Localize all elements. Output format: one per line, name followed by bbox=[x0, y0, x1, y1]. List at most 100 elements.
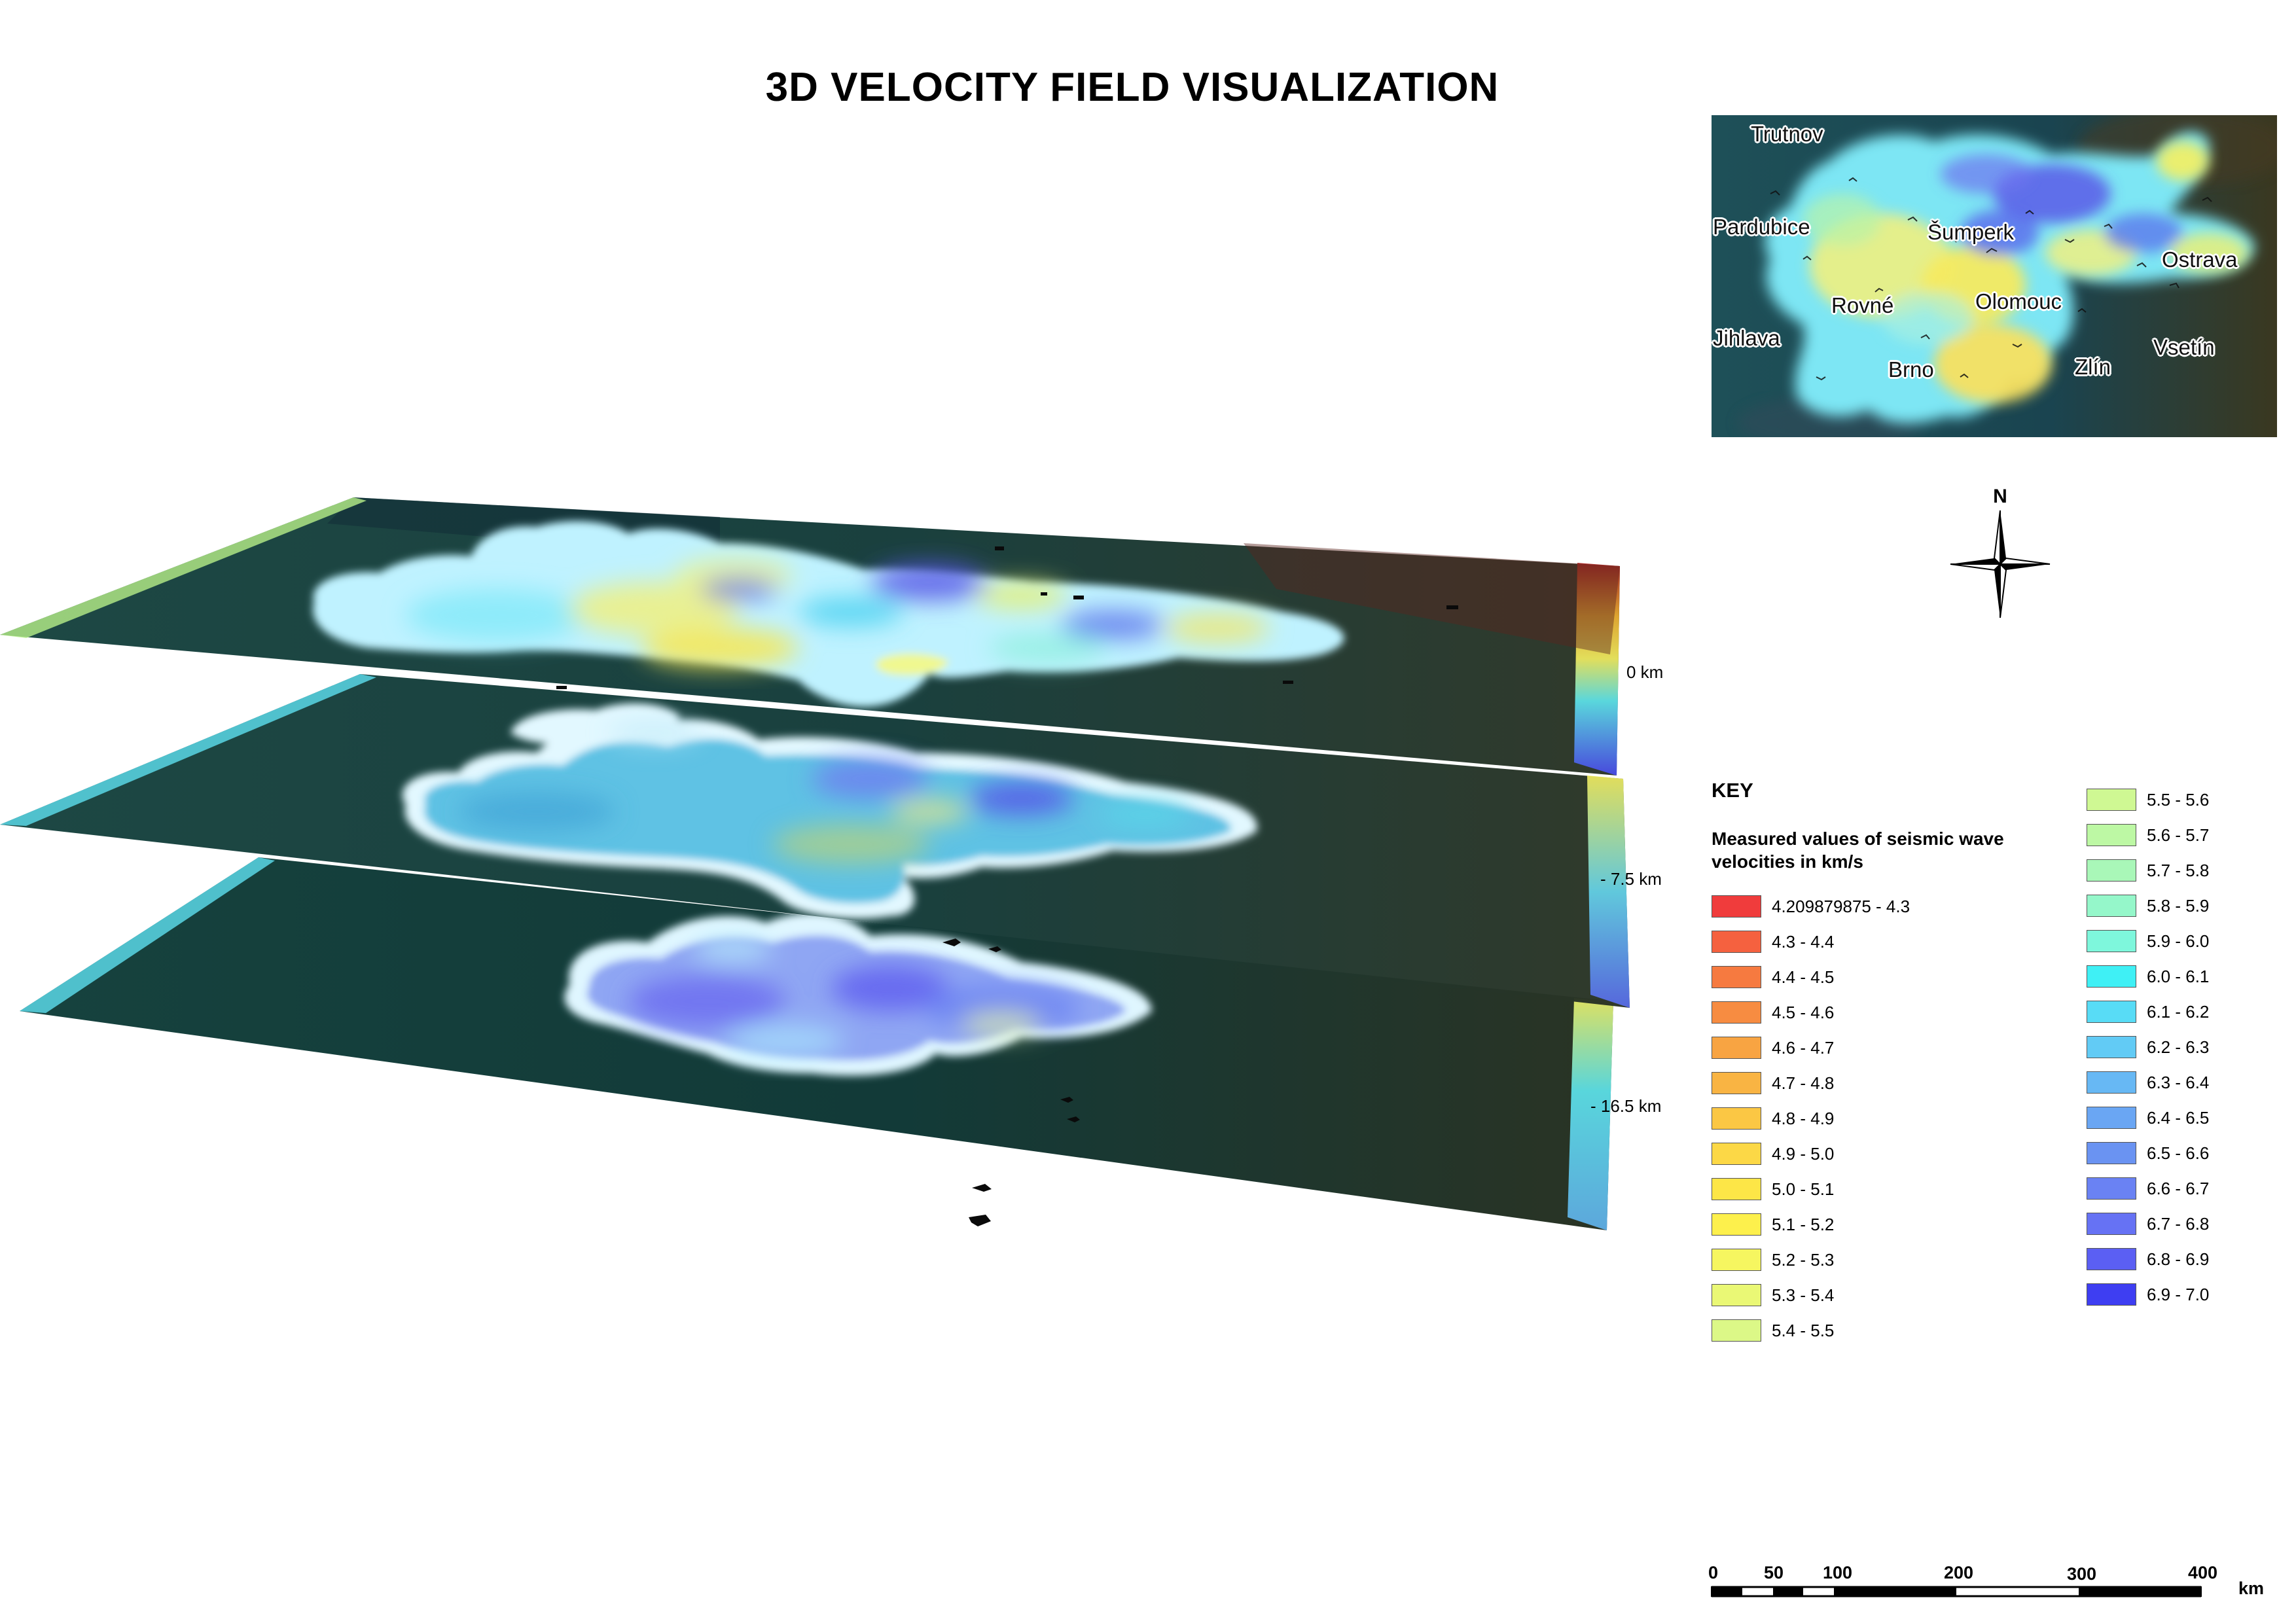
legend-item: 5.2 - 5.3 bbox=[1712, 1248, 1834, 1272]
scale-tick-300: 300 bbox=[2067, 1564, 2097, 1584]
legend-swatch bbox=[2087, 1283, 2136, 1306]
legend-label: 6.1 - 6.2 bbox=[2147, 1001, 2210, 1022]
depth-label-7-5km: - 7.5 km bbox=[1600, 869, 1662, 889]
legend-label: 6.0 - 6.1 bbox=[2147, 966, 2210, 986]
legend-label: 6.9 - 7.0 bbox=[2147, 1284, 2210, 1304]
city-label-olomouc: Olomouc bbox=[1975, 289, 2062, 313]
legend-label: 5.0 - 5.1 bbox=[1772, 1179, 1835, 1199]
legend-swatch bbox=[2087, 1001, 2136, 1023]
city-label-rovne: Rovné bbox=[1831, 293, 1894, 317]
legend-swatch bbox=[2087, 789, 2136, 811]
legend-item: 5.5 - 5.6 bbox=[2087, 788, 2209, 812]
legend-label: 5.6 - 5.7 bbox=[2147, 825, 2210, 845]
legend-label: 4.4 - 4.5 bbox=[1772, 967, 1835, 987]
legend-swatch bbox=[2087, 1142, 2136, 1164]
legend-swatch bbox=[1712, 1249, 1761, 1271]
north-label: N bbox=[1993, 486, 2007, 507]
depth-label-0km: 0 km bbox=[1626, 662, 1664, 682]
slice-7-5km bbox=[0, 674, 1630, 1008]
legend-item: 4.5 - 4.6 bbox=[1712, 1001, 1834, 1024]
legend-label: 4.7 - 4.8 bbox=[1772, 1073, 1835, 1093]
inset-velocity-map bbox=[1712, 115, 2277, 437]
legend-swatch bbox=[2087, 965, 2136, 988]
legend-item: 4.9 - 5.0 bbox=[1712, 1142, 1834, 1166]
legend-item: 5.4 - 5.5 bbox=[1712, 1319, 1834, 1342]
legend-title: KEY bbox=[1712, 779, 1753, 802]
legend-swatch bbox=[2087, 1177, 2136, 1200]
legend-swatch bbox=[2087, 930, 2136, 952]
legend-item: 5.1 - 5.2 bbox=[1712, 1213, 1834, 1236]
legend-swatch bbox=[1712, 966, 1761, 988]
legend-item: 6.3 - 6.4 bbox=[2087, 1071, 2209, 1094]
legend-label: 5.3 - 5.4 bbox=[1772, 1285, 1835, 1305]
legend-item: 5.7 - 5.8 bbox=[2087, 859, 2209, 882]
legend-item: 4.6 - 4.7 bbox=[1712, 1036, 1834, 1060]
city-label-ostrava: Ostrava bbox=[2162, 247, 2238, 272]
legend-swatch bbox=[1712, 931, 1761, 953]
legend-item: 6.7 - 6.8 bbox=[2087, 1212, 2209, 1236]
scale-unit: km bbox=[2238, 1578, 2265, 1598]
legend-label: 6.8 - 6.9 bbox=[2147, 1249, 2210, 1269]
slice-0km bbox=[0, 497, 1620, 776]
legend-swatch bbox=[2087, 859, 2136, 882]
inset-overview-map: Trutnov Pardubice Šumperk Ostrava Rovné … bbox=[1712, 115, 2277, 437]
legend-item: 6.0 - 6.1 bbox=[2087, 965, 2209, 988]
city-label-zlin: Zlín bbox=[2075, 355, 2111, 379]
legend-swatch bbox=[1712, 1037, 1761, 1059]
legend-item: 5.8 - 5.9 bbox=[2087, 894, 2209, 918]
legend-label: 6.7 - 6.8 bbox=[2147, 1213, 2210, 1234]
legend-label: 5.2 - 5.3 bbox=[1772, 1249, 1835, 1270]
legend-swatch bbox=[2087, 1107, 2136, 1129]
legend-swatch bbox=[1712, 1143, 1761, 1165]
legend-label: 6.5 - 6.6 bbox=[2147, 1143, 2210, 1163]
legend-swatch bbox=[1712, 1213, 1761, 1236]
city-label-pardubice: Pardubice bbox=[1713, 215, 1810, 239]
legend-swatch bbox=[1712, 1107, 1761, 1130]
city-label-vsetin: Vsetín bbox=[2153, 335, 2215, 359]
legend-item: 5.3 - 5.4 bbox=[1712, 1283, 1834, 1307]
legend-label: 4.9 - 5.0 bbox=[1772, 1143, 1835, 1164]
legend-label: 4.6 - 4.7 bbox=[1772, 1037, 1835, 1058]
scale-tick-200: 200 bbox=[1944, 1563, 1974, 1582]
legend-item: 6.1 - 6.2 bbox=[2087, 1000, 2209, 1024]
legend-swatch bbox=[2087, 1213, 2136, 1235]
legend-swatch bbox=[2087, 824, 2136, 846]
scale-tick-100: 100 bbox=[1823, 1563, 1853, 1582]
legend-label: 5.8 - 5.9 bbox=[2147, 895, 2210, 916]
legend-item: 4.4 - 4.5 bbox=[1712, 965, 1834, 989]
city-label-sumperk: Šumperk bbox=[1928, 220, 2015, 244]
legend-item: 4.3 - 4.4 bbox=[1712, 930, 1834, 954]
legend-item: 4.209879875 - 4.3 bbox=[1712, 895, 1910, 918]
city-label-jihlava: Jihlava bbox=[1713, 326, 1780, 350]
legend-swatch bbox=[1712, 895, 1761, 918]
scale-tick-400: 400 bbox=[2188, 1563, 2218, 1582]
legend-item: 6.5 - 6.6 bbox=[2087, 1141, 2209, 1165]
legend-label: 6.2 - 6.3 bbox=[2147, 1037, 2210, 1057]
legend-swatch bbox=[1712, 1178, 1761, 1200]
legend-item: 6.8 - 6.9 bbox=[2087, 1247, 2209, 1271]
legend-label: 4.5 - 4.6 bbox=[1772, 1002, 1835, 1022]
map-title: 3D VELOCITY FIELD VISUALIZATION bbox=[765, 65, 1499, 110]
legend-item: 5.6 - 5.7 bbox=[2087, 823, 2209, 847]
legend-label: 6.3 - 6.4 bbox=[2147, 1072, 2210, 1092]
depth-label-16-5km: - 16.5 km bbox=[1590, 1096, 1662, 1116]
legend-label: 5.4 - 5.5 bbox=[1772, 1320, 1835, 1340]
legend-label: 5.7 - 5.8 bbox=[2147, 860, 2210, 880]
legend-label: 4.8 - 4.9 bbox=[1772, 1108, 1835, 1128]
legend-item: 6.4 - 6.5 bbox=[2087, 1106, 2209, 1130]
legend-item: 4.8 - 4.9 bbox=[1712, 1107, 1834, 1130]
legend-label: 4.3 - 4.4 bbox=[1772, 931, 1835, 952]
legend-swatch bbox=[2087, 895, 2136, 917]
scale-tick-0: 0 bbox=[1708, 1563, 1719, 1582]
legend-swatch bbox=[1712, 1319, 1761, 1342]
legend-swatch bbox=[1712, 1072, 1761, 1094]
legend-label: 6.6 - 6.7 bbox=[2147, 1178, 2210, 1198]
legend-label: 5.1 - 5.2 bbox=[1772, 1214, 1835, 1234]
legend-item: 6.6 - 6.7 bbox=[2087, 1177, 2209, 1200]
legend-item: 5.9 - 6.0 bbox=[2087, 929, 2209, 953]
legend-item: 6.9 - 7.0 bbox=[2087, 1283, 2209, 1306]
legend-item: 4.7 - 4.8 bbox=[1712, 1071, 1834, 1095]
legend-label: 5.5 - 5.6 bbox=[2147, 789, 2210, 810]
legend-swatch bbox=[2087, 1036, 2136, 1058]
